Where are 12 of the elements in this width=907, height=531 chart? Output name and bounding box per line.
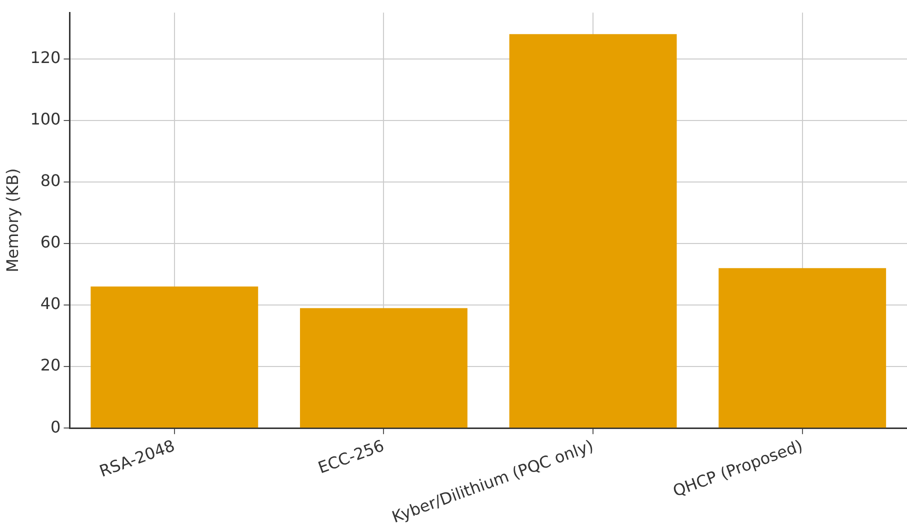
y-tick-label: 80 (40, 171, 61, 190)
bar (718, 268, 886, 428)
y-tick-label: 100 (30, 109, 61, 128)
y-tick-label: 40 (40, 294, 61, 314)
y-axis-title: Memory (KB) (2, 168, 22, 272)
bar (300, 308, 468, 428)
y-tick-label: 0 (50, 417, 61, 436)
bar (90, 286, 258, 428)
y-tick-label: 120 (30, 48, 61, 67)
bar (509, 34, 677, 428)
y-tick-label: 20 (40, 356, 61, 375)
y-tick-label: 60 (40, 232, 61, 252)
